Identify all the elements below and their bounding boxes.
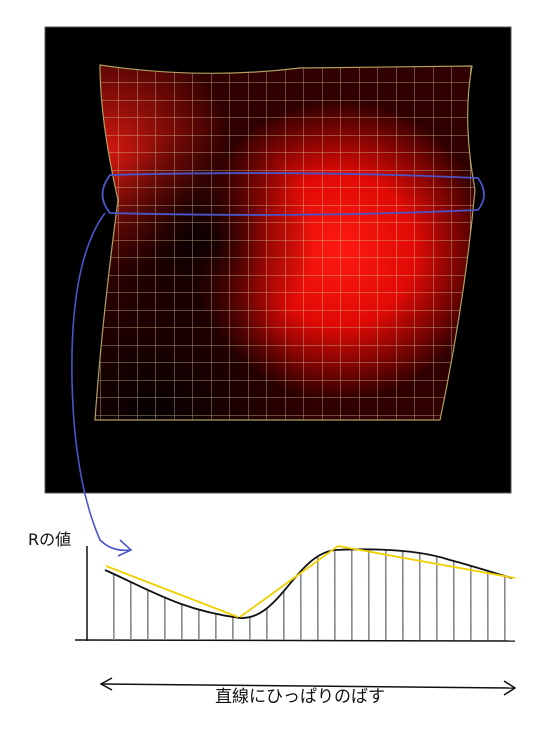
arrow-head — [117, 539, 133, 557]
straight-lines — [105, 545, 516, 618]
x-axis — [74, 639, 516, 642]
stretch-arrow — [101, 683, 515, 689]
y-axis-label: Rの値 — [28, 530, 71, 549]
arrow-heads — [99, 677, 517, 696]
selection-loop — [101, 172, 485, 216]
r-curve — [104, 548, 513, 619]
hatching — [105, 549, 512, 640]
pointer-arrow — [71, 212, 131, 552]
sheet-outline — [94, 64, 476, 421]
warped-grid — [95, 65, 475, 420]
caption: 直線にひっぱりのばす — [215, 687, 385, 707]
